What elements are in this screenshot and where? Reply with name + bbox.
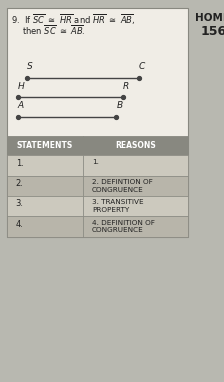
Text: 4. DEFINITION OF
CONGRUENCE: 4. DEFINITION OF CONGRUENCE [92, 220, 155, 233]
Text: B: B [116, 100, 123, 110]
Text: STATEMENTS: STATEMENTS [17, 141, 73, 150]
Bar [7, 176, 83, 196]
Text: A: A [18, 100, 24, 110]
Text: then $\overline{SC}$ $\cong$ $\overline{AB}$.: then $\overline{SC}$ $\cong$ $\overline{… [22, 23, 86, 37]
Text: 9.  If $\overline{SC}$ $\cong$ $\overline{HR}$ and $\overline{HR}$ $\cong$ $\ove: 9. If $\overline{SC}$ $\cong$ $\overline… [11, 13, 136, 28]
Bar [83, 196, 188, 217]
Bar [7, 217, 83, 237]
Bar [7, 8, 188, 237]
Text: H: H [18, 81, 25, 91]
Bar [7, 155, 83, 176]
Text: REASONS: REASONS [115, 141, 156, 150]
Bar [7, 136, 83, 155]
Bar [83, 155, 188, 176]
Text: 3.: 3. [16, 199, 24, 208]
Bar [7, 196, 83, 217]
Text: R: R [123, 81, 129, 91]
Text: 156: 156 [200, 25, 224, 38]
Text: S: S [27, 62, 33, 71]
Text: 1.: 1. [92, 159, 99, 165]
Text: C: C [139, 62, 145, 71]
Text: 4.: 4. [16, 220, 24, 228]
Text: 2.: 2. [16, 179, 24, 188]
Bar [83, 217, 188, 237]
Text: 2. DEFINTION OF
CONGRUENCE: 2. DEFINTION OF CONGRUENCE [92, 179, 153, 193]
Bar [83, 176, 188, 196]
Text: HOME: HOME [195, 13, 224, 23]
Text: 1.: 1. [16, 159, 24, 168]
Bar [83, 136, 188, 155]
Text: 3. TRANSITIVE
PROPERTY: 3. TRANSITIVE PROPERTY [92, 199, 144, 213]
